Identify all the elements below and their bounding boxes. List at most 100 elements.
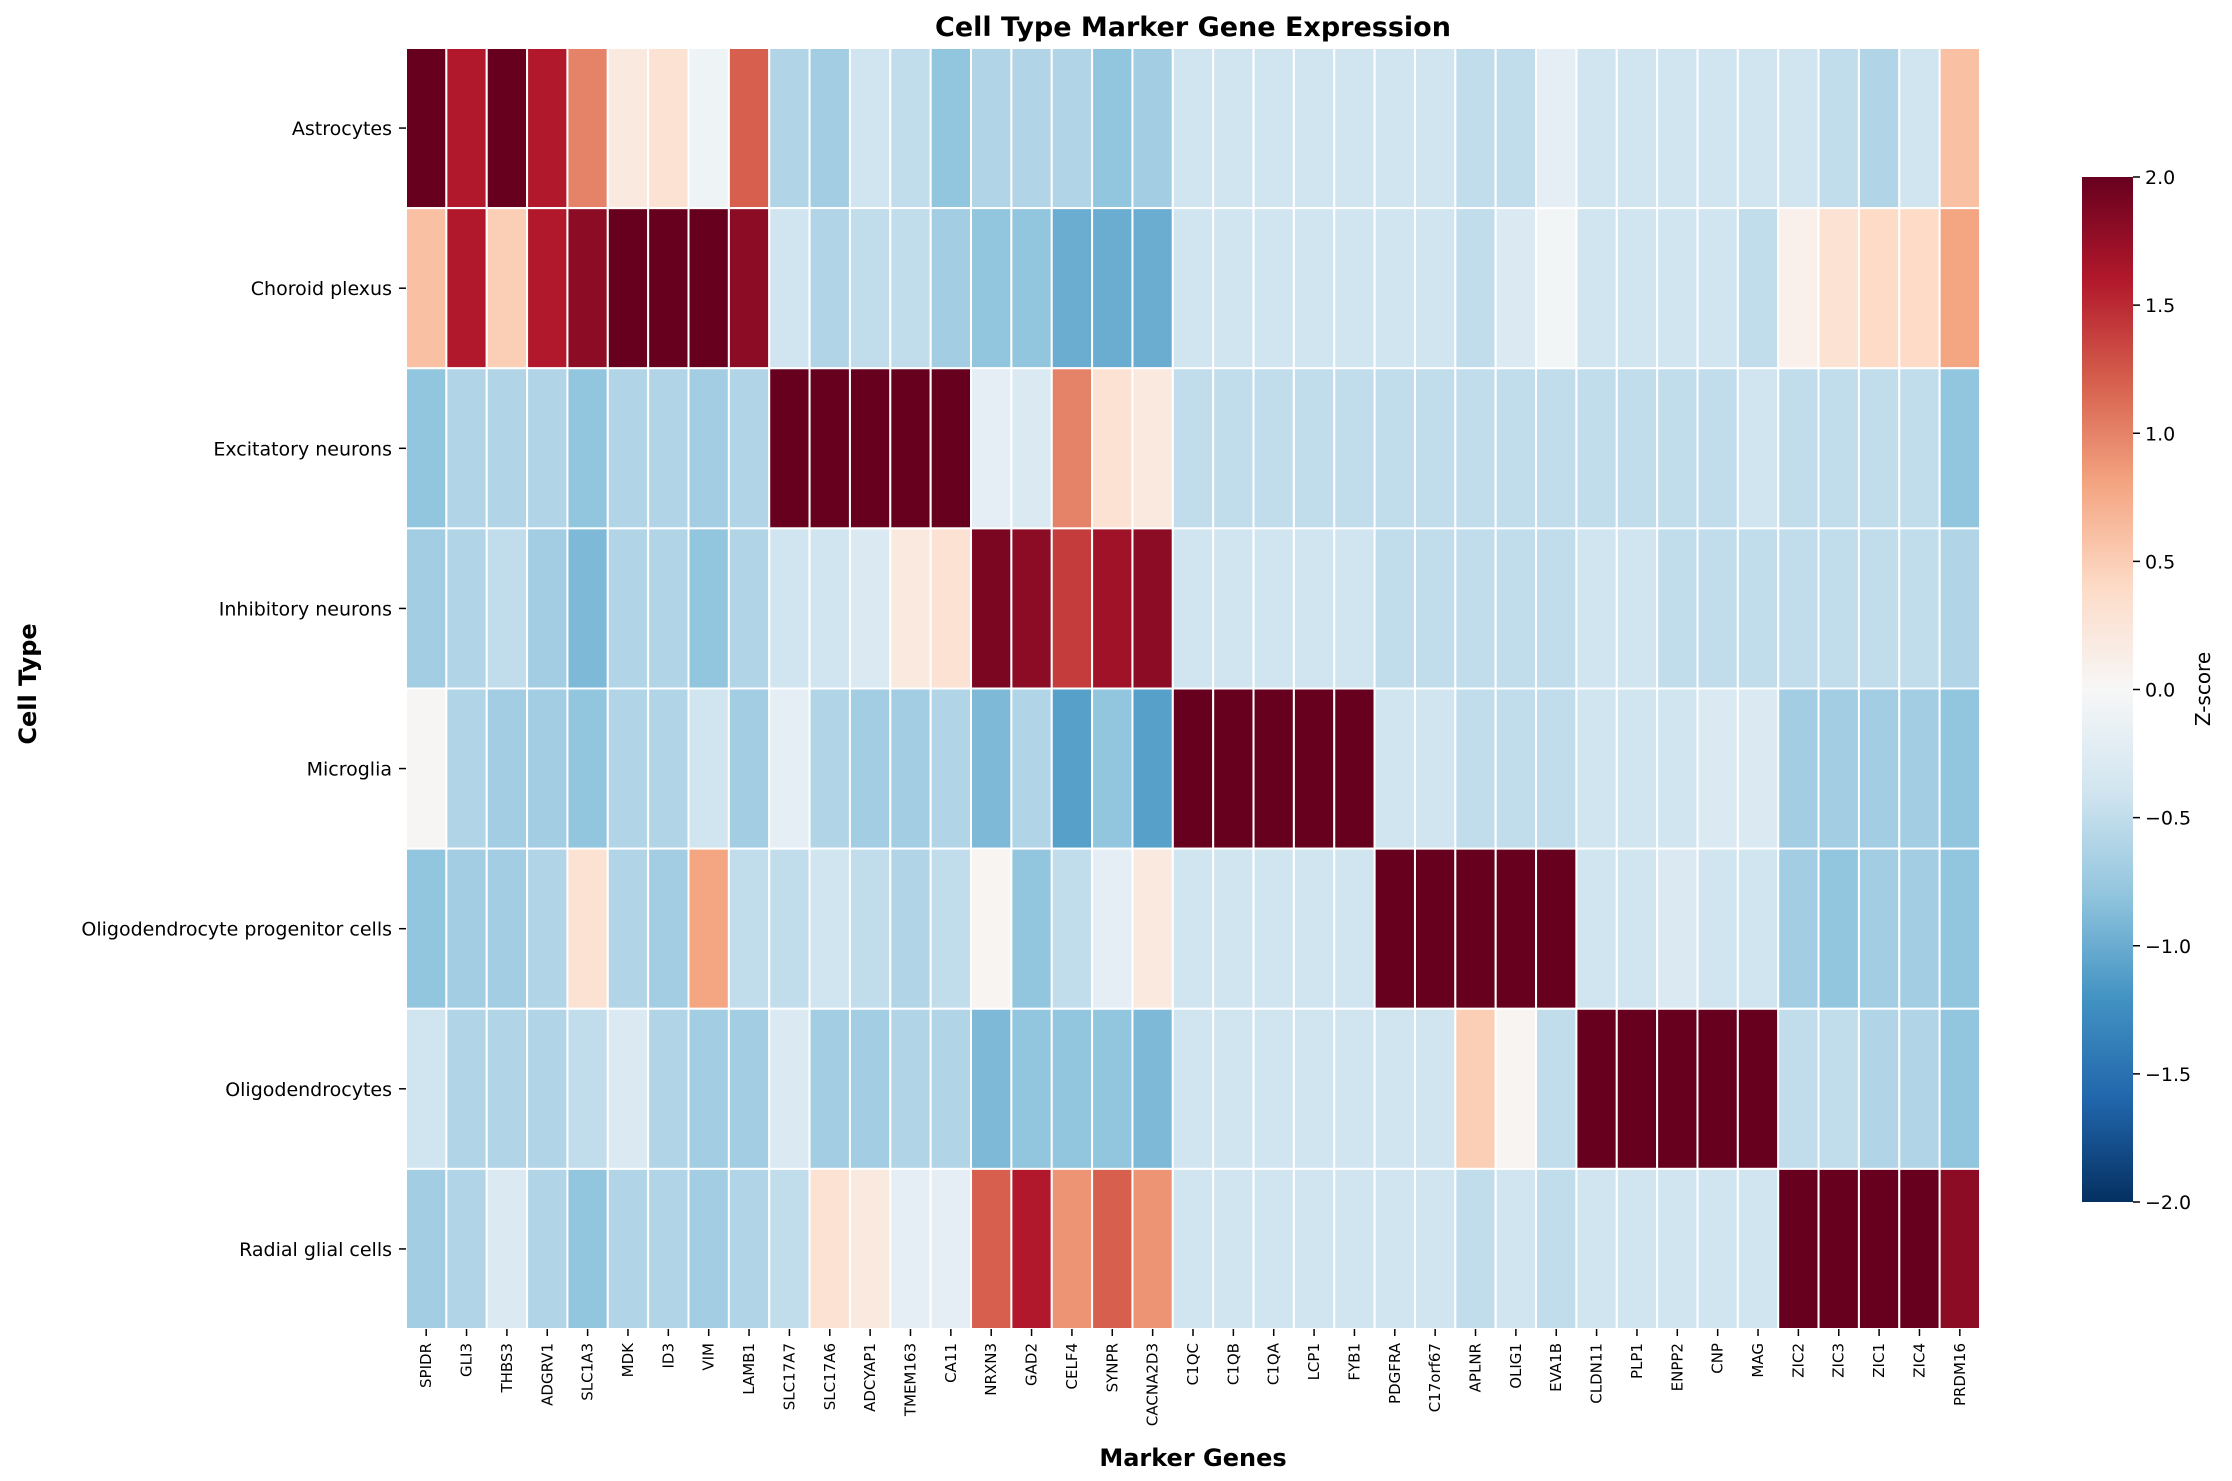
heatmap-cell [1373, 207, 1416, 370]
heatmap-cell [1898, 1007, 1941, 1170]
heatmap-cell [1938, 1007, 1981, 1170]
heatmap-cell [1535, 207, 1578, 370]
heatmap-cell [405, 47, 448, 210]
heatmap-cell [808, 687, 851, 850]
heatmap-cell [970, 47, 1013, 210]
heatmap-cell [1454, 367, 1497, 530]
heatmap-cell [1575, 47, 1618, 210]
heatmap-cell [1494, 1167, 1538, 1330]
heatmap-cell [970, 527, 1013, 690]
heatmap-cell [1575, 687, 1618, 850]
heatmap-cell [727, 1007, 771, 1170]
column-label: PLP1 [1628, 1343, 1646, 1379]
heatmap-cell [1413, 1167, 1457, 1330]
heatmap-cell [405, 1167, 448, 1330]
heatmap-cell [848, 687, 892, 850]
heatmap-cell [1292, 47, 1336, 210]
heatmap-cell [848, 47, 892, 210]
heatmap-cell [1656, 207, 1699, 370]
heatmap-cell [1575, 1167, 1618, 1330]
heatmap-cell [1535, 47, 1578, 210]
heatmap-cell [566, 1167, 609, 1330]
heatmap-cell [647, 367, 690, 530]
heatmap-cell [1615, 207, 1659, 370]
heatmap-cell [1212, 1007, 1255, 1170]
heatmap-cell [606, 1167, 650, 1330]
heatmap-cell [808, 207, 851, 370]
heatmap-cell [929, 1007, 973, 1170]
heatmap-cell [1575, 207, 1618, 370]
heatmap-cell [1938, 47, 1981, 210]
heatmap-cell [848, 367, 892, 530]
column-label: SPIDR [417, 1343, 435, 1388]
heatmap-cell [1777, 367, 1820, 530]
heatmap-cell [1454, 1007, 1497, 1170]
heatmap-cell [485, 847, 529, 1010]
heatmap-cell [687, 47, 730, 210]
heatmap-cell [1171, 207, 1215, 370]
heatmap-cell [1857, 847, 1901, 1010]
heatmap-cell [1817, 47, 1860, 210]
heatmap-cell [970, 367, 1013, 530]
heatmap-cell [1817, 687, 1860, 850]
heatmap-cell [445, 847, 488, 1010]
column-label: ZIC4 [1910, 1343, 1928, 1378]
heatmap-cell [1736, 207, 1780, 370]
heatmap-cell [1535, 687, 1578, 850]
colorbar-tick-label: 2.0 [2145, 167, 2175, 189]
heatmap-cell [1252, 207, 1295, 370]
column-label: PDGFRA [1386, 1342, 1404, 1404]
heatmap-cell [889, 367, 932, 530]
heatmap-cell [1171, 367, 1215, 530]
heatmap-cell [1615, 1007, 1659, 1170]
heatmap-cell [687, 847, 730, 1010]
heatmap-cell [1333, 527, 1376, 690]
heatmap-cell [1857, 687, 1901, 850]
heatmap-cell [1656, 1167, 1699, 1330]
heatmap-cell [1736, 1167, 1780, 1330]
heatmap-cell [1938, 367, 1981, 530]
heatmap-cell [1413, 847, 1457, 1010]
heatmap-cell [1292, 367, 1336, 530]
heatmap-cell [727, 847, 771, 1010]
heatmap-cell [485, 1167, 529, 1330]
column-label: MDK [619, 1342, 637, 1377]
heatmap-cell [889, 1007, 932, 1170]
heatmap-cell [606, 207, 650, 370]
heatmap-cell [1333, 847, 1376, 1010]
column-label: ZIC2 [1789, 1343, 1807, 1378]
heatmap-cell [1615, 687, 1659, 850]
row-label: Astrocytes [292, 118, 392, 140]
column-label: CELF4 [1063, 1343, 1081, 1389]
heatmap-cell [1898, 687, 1941, 850]
heatmap-cell [1494, 527, 1538, 690]
chart-title: Cell Type Marker Gene Expression [935, 12, 1451, 43]
heatmap-cell [1615, 367, 1659, 530]
heatmap-cell [606, 527, 650, 690]
heatmap-cell [405, 687, 448, 850]
x-axis-label: Marker Genes [1099, 1444, 1286, 1472]
heatmap-cell [1010, 1167, 1053, 1330]
heatmap-cell [485, 687, 529, 850]
heatmap-cell [1252, 47, 1295, 210]
heatmap-cell [445, 47, 488, 210]
heatmap-cell [1010, 207, 1053, 370]
heatmap-cell [526, 207, 569, 370]
heatmap-cell [1413, 687, 1457, 850]
heatmap-cell [808, 527, 851, 690]
column-label: SLC1A3 [579, 1343, 597, 1401]
colorbar-tick-label: −0.5 [2145, 808, 2191, 830]
heatmap-cell [929, 847, 973, 1010]
heatmap-cell [1091, 1007, 1134, 1170]
heatmap-cell [485, 1007, 529, 1170]
heatmap-cell [889, 47, 932, 210]
heatmap-cell [727, 207, 771, 370]
heatmap-cell [1696, 687, 1739, 850]
heatmap-cell [1252, 367, 1295, 530]
column-label: ZIC3 [1830, 1343, 1848, 1378]
row-labels: Astrocytes Choroid plexus Excitatory neuro… [81, 118, 406, 1261]
heatmap-cell [848, 1167, 892, 1330]
heatmap-cell [566, 207, 609, 370]
heatmap-cell [1857, 1167, 1901, 1330]
heatmap-cell [405, 527, 448, 690]
